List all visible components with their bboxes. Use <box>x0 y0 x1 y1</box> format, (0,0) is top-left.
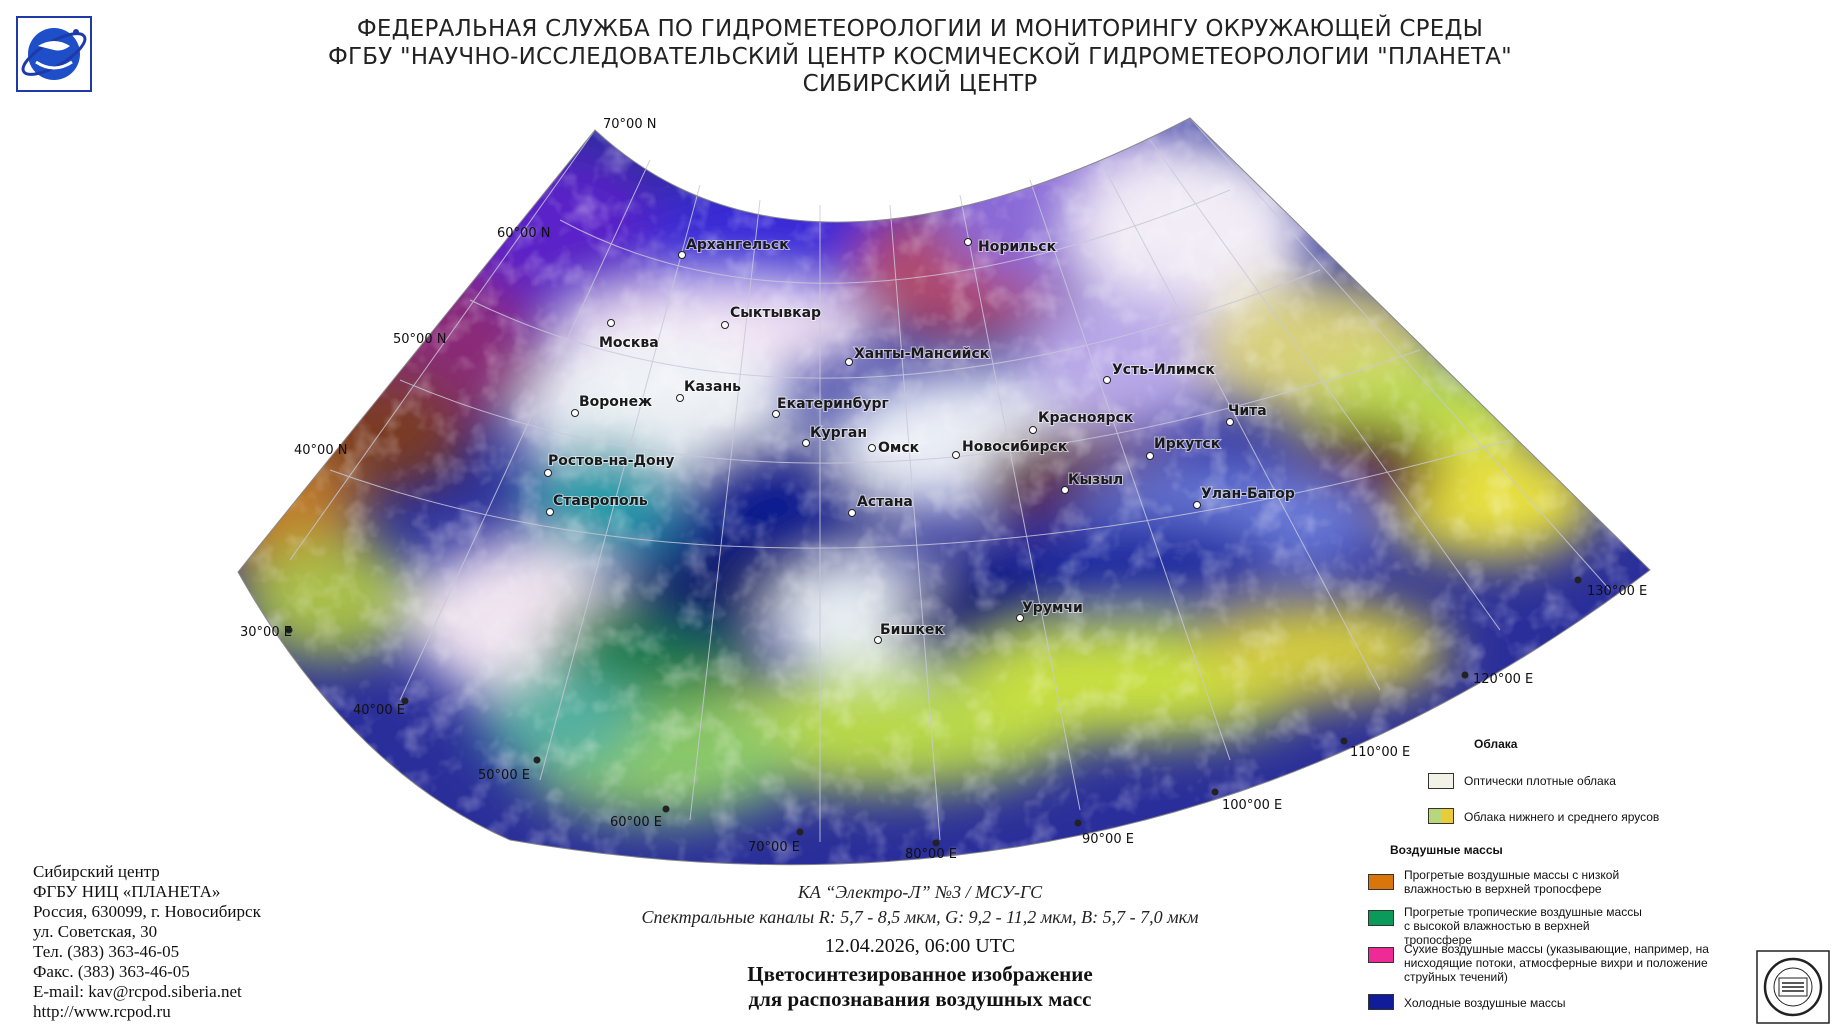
city-krasnoyarsk: Красноярск <box>1038 410 1134 426</box>
lon-label-40: 40°00 E <box>353 703 405 718</box>
sender-email: E-mail: kav@rcpod.siberia.net <box>33 982 242 1001</box>
city-urumqi: Урумчи <box>1022 600 1083 616</box>
city-kurgan: Курган <box>810 425 867 441</box>
city-voronezh: Воронеж <box>579 394 652 410</box>
city-novosibirsk: Новосибирск <box>962 439 1068 455</box>
legend-airmass-title: Воздушные массы <box>1390 843 1503 857</box>
city-kazan: Казань <box>684 379 741 395</box>
sender-fax: Факс. (383) 363-46-05 <box>33 962 190 981</box>
legend-warm-tropical: Прогретые тропичеcкие воздушные массы с … <box>1404 905 1642 947</box>
caption-title-2: для распознавания воздушных масс <box>748 987 1092 1011</box>
sender-phone: Тел. (383) 363-46-05 <box>33 942 180 961</box>
sender-address-city: Россия, 630099, г. Новосибирск <box>33 902 261 921</box>
caption-channels: Спектральные каналы R: 5,7 - 8,5 мкм, G:… <box>641 907 1199 927</box>
legend-low-mid-clouds: Облака нижнего и среднего ярусов <box>1464 810 1660 824</box>
caption-datetime: 12.04.2026, 06:00 UTC <box>824 935 1016 957</box>
city-rostov-on-don: Ростов-на-Дону <box>548 453 674 469</box>
lon-label-130: 130°00 E <box>1587 584 1647 599</box>
city-ulaanbaatar: Улан-Батор <box>1201 486 1295 502</box>
lat-label-70: 70°00 N <box>603 117 656 132</box>
caption-satellite: КА “Электро-Л” №3 / МСУ-ГС <box>797 882 1043 902</box>
legend-dry: Сухие воздушные массы (указывающие, напр… <box>1404 942 1709 984</box>
lat-label-40: 40°00 N <box>294 443 347 458</box>
city-kyzyl: Кызыл <box>1068 472 1123 488</box>
sender-name: ФГБУ НИЦ «ПЛАНЕТА» <box>33 882 221 901</box>
city-moscow: Москва <box>599 335 659 351</box>
lon-label-70: 70°00 E <box>748 840 800 855</box>
lon-label-100: 100°00 E <box>1222 798 1282 813</box>
header-line-2: ФГБУ "НАУЧНО-ИССЛЕДОВАТЕЛЬСКИЙ ЦЕНТР КОС… <box>328 44 1512 70</box>
lon-label-120: 120°00 E <box>1473 672 1533 687</box>
lon-label-80: 80°00 E <box>905 847 957 862</box>
lon-label-60: 60°00 E <box>610 815 662 830</box>
lon-label-30: 30°00 E <box>240 625 292 640</box>
header-line-3: СИБИРСКИЙ ЦЕНТР <box>802 71 1038 97</box>
lon-label-110: 110°00 E <box>1350 745 1410 760</box>
city-bishkek: Бишкек <box>880 622 944 638</box>
city-omsk: Омск <box>878 440 920 456</box>
sender-address-street: ул. Советская, 30 <box>33 922 158 941</box>
city-astana: Астана <box>857 494 913 510</box>
city-norilsk: Норильск <box>978 239 1057 255</box>
city-ust-ilimsk: Усть-Илимск <box>1112 362 1215 378</box>
city-yekaterinburg: Екатеринбург <box>777 396 889 412</box>
city-syktyvkar: Сыктывкар <box>730 305 821 321</box>
sender-website: http://www.rcpod.ru <box>33 1002 171 1021</box>
lat-label-60: 60°00 N <box>497 226 550 241</box>
legend-warm-low: Прогретые воздушные массы с низкой влажн… <box>1404 868 1620 896</box>
map-frame <box>237 117 1651 866</box>
city-arkhangelsk: Архангельск <box>686 237 789 253</box>
city-khanty-mansiysk: Ханты-Мансийск <box>854 346 990 362</box>
header-line-1: ФЕДЕРАЛЬНАЯ СЛУЖБА ПО ГИДРОМЕТЕОРОЛОГИИ … <box>356 16 1484 42</box>
lon-label-90: 90°00 E <box>1082 832 1134 847</box>
legend-swatch-warm-low <box>1368 874 1394 890</box>
legend-swatch-cold <box>1368 994 1394 1010</box>
legend-dense-clouds: Оптически плотные облака <box>1464 774 1616 788</box>
caption-title-1: Цветосинтезированное изображение <box>747 962 1093 986</box>
sender-org: Сибирский центр <box>33 862 160 881</box>
graticule <box>289 117 1611 842</box>
planeta-logo <box>16 16 92 92</box>
city-stavropol: Ставрополь <box>553 493 648 509</box>
legend-swatch-dense <box>1428 773 1454 789</box>
city-chita: Чита <box>1228 403 1267 419</box>
legend-clouds-title: Облака <box>1474 737 1518 751</box>
legend-swatch-dry <box>1368 947 1394 963</box>
iso-certification-seal <box>1756 950 1830 1024</box>
legend-cold: Холодные воздушные массы <box>1404 996 1566 1010</box>
lon-label-50: 50°00 E <box>478 768 530 783</box>
legend-swatch-low-mid <box>1428 808 1454 824</box>
lat-label-50: 50°00 N <box>393 332 446 347</box>
legend-swatch-warm-tropical <box>1368 910 1394 926</box>
city-irkutsk: Иркутск <box>1154 436 1221 452</box>
